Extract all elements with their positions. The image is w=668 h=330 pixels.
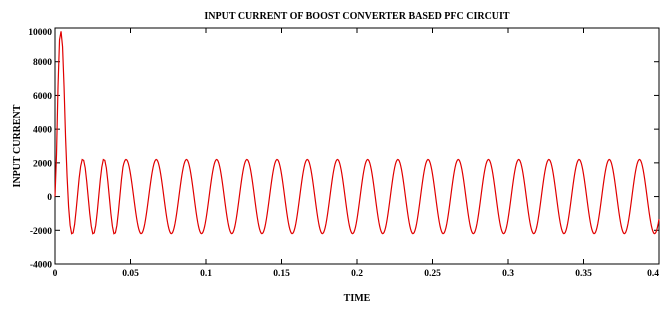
y-tick-label: 2000: [33, 159, 52, 169]
y-tick-label: -2000: [30, 227, 52, 237]
y-tick-label: -4000: [30, 261, 52, 271]
x-axis-label: TIME: [344, 293, 371, 304]
y-tick-label: 8000: [33, 58, 52, 68]
y-tick-label: 6000: [33, 92, 52, 102]
x-tick-label: 0.1: [200, 269, 212, 279]
y-axis-label: INPUT CURRENT: [12, 104, 23, 187]
x-tick-label: 0.25: [424, 269, 441, 279]
plot-area: [54, 27, 660, 265]
x-tick-label: 0.3: [502, 269, 514, 279]
x-tick-label: 0.35: [575, 269, 592, 279]
x-axis: 0 0.05 0.1 0.15 0.2 0.25 0.3 0.35 0.4: [53, 28, 660, 279]
input-current-series-line: [54, 31, 660, 235]
x-tick-label: 0.15: [273, 269, 290, 279]
x-tick-label: 0.4: [647, 269, 659, 279]
x-tick-label: 0: [53, 269, 58, 279]
y-axis: -4000 -2000 0 2000 4000 6000 8000 10000: [28, 27, 659, 271]
y-tick-label: 10000: [28, 28, 52, 38]
x-tick-label: 0.2: [351, 269, 363, 279]
y-tick-label: 0: [47, 193, 52, 203]
chart-title: INPUT CURRENT OF BOOST CONVERTER BASED P…: [204, 11, 509, 22]
x-tick-label: 0.05: [122, 269, 139, 279]
y-tick-label: 4000: [33, 126, 52, 136]
